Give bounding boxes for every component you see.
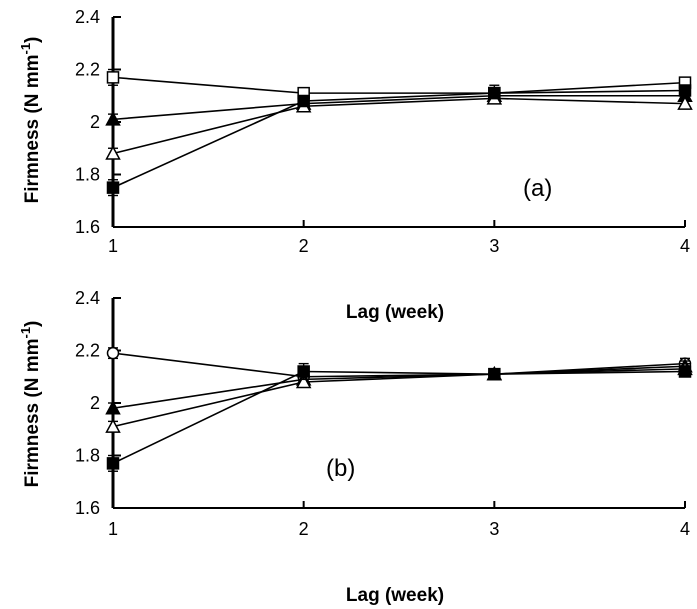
panel-a-y-tick-label: 2.4 [75,7,100,27]
panel-a-series-4-line [112,89,686,189]
panel-b-series-4 [106,362,692,472]
panel-a-y-tick-label: 1.8 [75,165,100,185]
panel-b-y-tick-label: 2 [90,393,100,413]
panel-a-y-axis-title: Firmness (N mm-1) [18,37,43,204]
panel-a-series-2-line [112,94,685,121]
panel-a-series-3-line [112,97,686,155]
panel-b-point [295,373,312,389]
panel-b-point [105,418,121,433]
panel-b-point [106,457,120,470]
panel-b-point [297,365,310,378]
panel-b-series-3-line [112,368,686,428]
panel-a-x-axis-title: Lag (week) [346,302,444,323]
panel-a-x-tick-label: 4 [680,236,690,256]
panel-a-x-tick-label: 1 [108,236,118,256]
panel-a-y-tick-label: 2.2 [75,60,100,80]
panel-a: (a) Lag (week) Firmness (N mm-1) 1.6 1.8 2… [18,7,693,323]
panel-b-y-title-main: Firmness (N mm [22,339,43,488]
panel-b-x-tick-label: 3 [489,519,499,539]
panel-b-x-tick-label: 1 [108,519,118,539]
panel-b-point [105,400,121,415]
panel-a-point [105,111,121,126]
panel-a-series-4 [106,84,692,197]
panel-b-x-tick-label: 2 [299,519,309,539]
panel-a-point [677,95,693,110]
panel-b-y-axis-title: Firmness (N mm-1) [18,321,43,488]
panel-a-y-tick-label: 2 [90,112,100,132]
panel-a-point [678,84,692,97]
panel-b-y-title-sup: -1 [18,327,33,339]
panel-a-y-title-sup: -1 [18,43,33,55]
panel-a-point [105,145,121,160]
panel-b-x-tick-label: 4 [680,519,690,539]
panel-b-y-tick-label: 2.4 [75,288,100,308]
panel-a-series-1-line [112,76,686,94]
panel-b-label: (b) [326,455,355,482]
panel-a-x-tick-label: 2 [299,236,309,256]
panel-b-series-4-line [112,370,686,465]
svg-text:Firmness (N mm-1): Firmness (N mm-1) [18,321,43,488]
panel-b-y-tick-label: 1.6 [75,498,100,518]
panel-b-series-2-line [112,365,686,410]
panel-b-series-1 [106,346,692,386]
panel-b-series-1-line [112,352,686,378]
panel-a-y-title-main: Firmness (N mm [22,55,43,204]
panel-b-point [106,346,120,360]
panel-a-point [297,94,310,108]
panel-a-series-3 [105,90,693,160]
panel-b-y-tick-label: 1.8 [75,446,100,466]
panel-b: (b) Lag (week) Firmness (N mm-1) 1.6 1.8 2… [18,288,693,606]
panel-a-point [488,86,501,100]
panel-b-point [488,367,501,381]
panel-a-point [106,71,120,84]
panel-b-y-tick-label: 2.2 [75,341,100,361]
panel-b-x-axis-title: Lag (week) [346,585,444,606]
panel-a-point [106,181,120,194]
panel-a-y-title-close: ) [22,37,43,43]
panel-b-y-title-close: ) [22,321,43,327]
panel-a-label: (a) [523,175,552,202]
panel-a-y-tick-label: 1.6 [75,217,100,237]
panel-a-series-2 [105,87,693,126]
svg-text:Firmness (N mm-1): Firmness (N mm-1) [18,37,43,204]
panel-b-point [678,365,692,378]
panel-a-x-tick-label: 3 [489,236,499,256]
